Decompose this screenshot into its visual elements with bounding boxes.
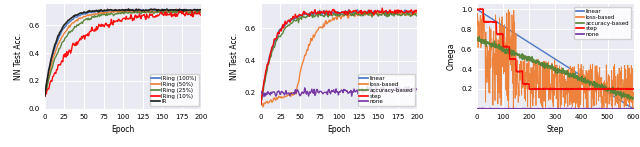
Legend: linear, loss-based, accuracy-based, step, none: linear, loss-based, accuracy-based, step… bbox=[358, 74, 415, 106]
X-axis label: Epoch: Epoch bbox=[328, 125, 351, 134]
Y-axis label: NN Test Acc.: NN Test Acc. bbox=[14, 33, 23, 80]
X-axis label: Epoch: Epoch bbox=[111, 125, 135, 134]
X-axis label: Step: Step bbox=[547, 125, 564, 134]
Legend: linear, loss-based, accuracy-based, step, none: linear, loss-based, accuracy-based, step… bbox=[574, 7, 631, 39]
Legend: IRing (100%), IRing (50%), IRing (25%), IRing (10%), IR: IRing (100%), IRing (50%), IRing (25%), … bbox=[150, 74, 198, 106]
Y-axis label: NN Test Acc.: NN Test Acc. bbox=[230, 33, 239, 80]
Y-axis label: Omega: Omega bbox=[446, 43, 455, 70]
